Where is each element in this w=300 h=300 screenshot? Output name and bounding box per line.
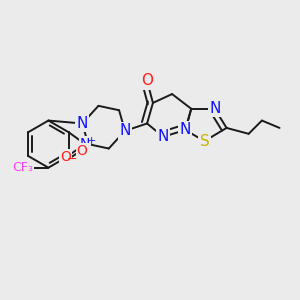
Text: N: N: [119, 123, 131, 138]
Text: N: N: [76, 116, 88, 131]
Text: O: O: [76, 145, 88, 158]
Text: +: +: [87, 136, 96, 146]
Text: N: N: [180, 122, 191, 137]
Text: N: N: [209, 101, 220, 116]
Text: CF₃: CF₃: [12, 161, 33, 174]
Text: S: S: [200, 134, 209, 149]
Text: O: O: [141, 73, 153, 88]
Text: N: N: [80, 137, 90, 151]
Text: −: −: [67, 153, 78, 166]
Text: O: O: [60, 150, 71, 164]
Text: N: N: [158, 129, 169, 144]
